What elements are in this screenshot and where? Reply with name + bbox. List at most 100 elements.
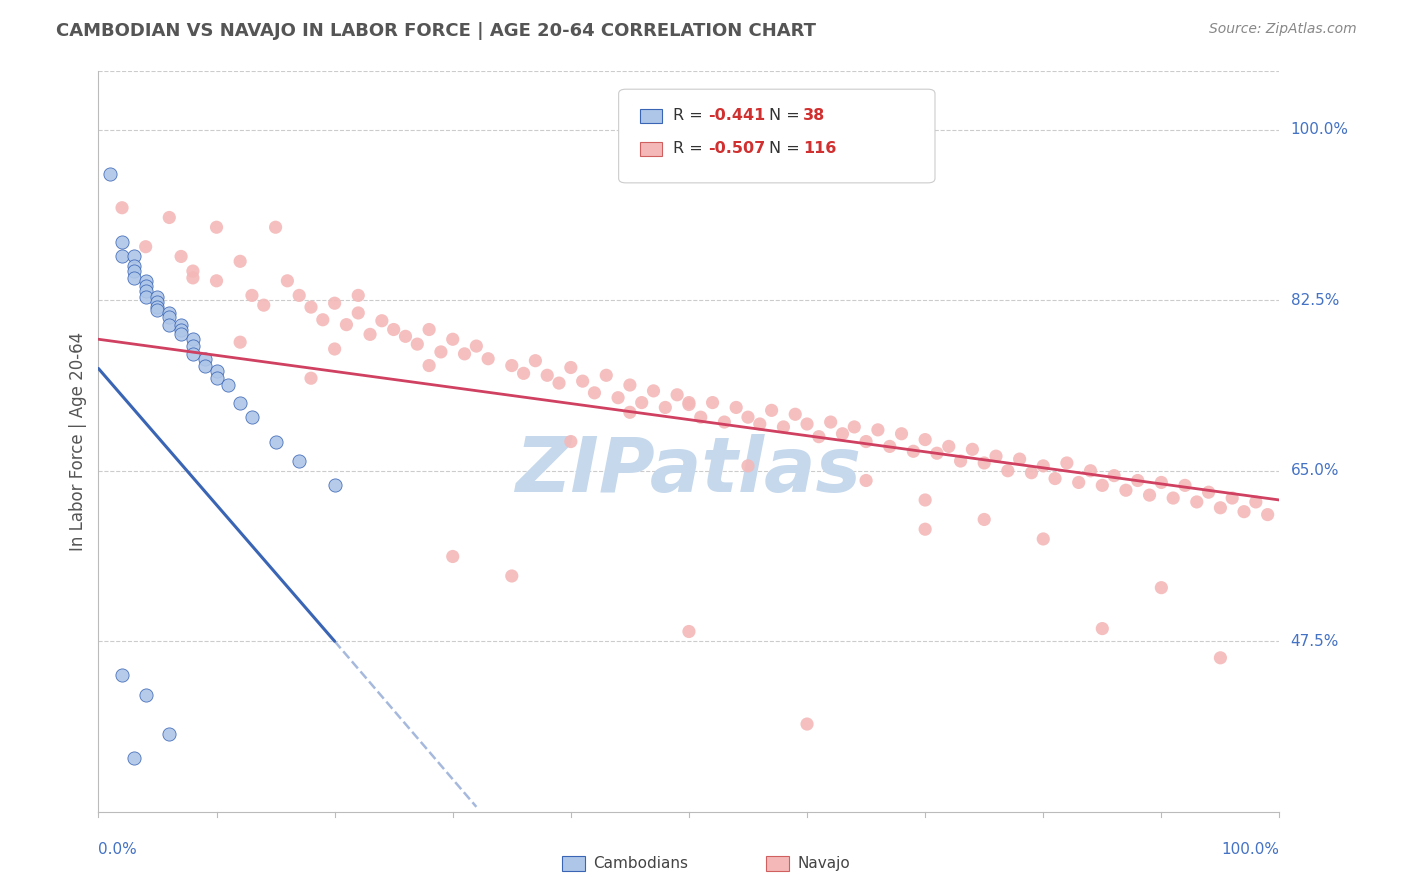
Point [347, 288, 370, 302]
Point [430, 345, 453, 359]
Point [844, 420, 866, 434]
Point [264, 434, 287, 449]
Point [1091, 478, 1114, 492]
Point [359, 327, 381, 342]
Point [205, 371, 228, 385]
Point [619, 378, 641, 392]
Point [997, 464, 1019, 478]
Point [689, 410, 711, 425]
Point [501, 359, 523, 373]
Point [323, 342, 346, 356]
Text: 100.0%: 100.0% [1291, 122, 1348, 137]
Point [524, 353, 547, 368]
Point [1139, 488, 1161, 502]
Point [737, 410, 759, 425]
Point [312, 312, 335, 326]
Text: -0.441: -0.441 [709, 109, 766, 123]
Point [866, 423, 889, 437]
Point [240, 410, 263, 425]
Point [1032, 458, 1054, 473]
Text: CAMBODIAN VS NAVAJO IN LABOR FORCE | AGE 20-64 CORRELATION CHART: CAMBODIAN VS NAVAJO IN LABOR FORCE | AGE… [56, 22, 817, 40]
Point [785, 407, 807, 421]
Point [973, 512, 995, 526]
Point [382, 322, 405, 336]
Text: N =: N = [769, 109, 806, 123]
Point [1174, 478, 1197, 492]
Point [962, 442, 984, 457]
Point [914, 433, 936, 447]
Point [1115, 483, 1137, 498]
Point [560, 360, 582, 375]
Point [903, 444, 925, 458]
Point [807, 430, 830, 444]
Point [111, 235, 134, 249]
Point [1150, 581, 1173, 595]
Point [453, 347, 475, 361]
Text: 0.0%: 0.0% [98, 842, 138, 857]
Point [157, 727, 180, 741]
Point [135, 274, 157, 288]
Point [855, 434, 877, 449]
Text: ZIPatlas: ZIPatlas [516, 434, 862, 508]
Point [299, 300, 322, 314]
Point [264, 220, 287, 235]
Point [678, 624, 700, 639]
Point [630, 395, 652, 409]
Point [925, 446, 948, 460]
Point [347, 306, 370, 320]
Point [713, 415, 735, 429]
Point [583, 385, 606, 400]
Y-axis label: In Labor Force | Age 20-64: In Labor Force | Age 20-64 [69, 332, 87, 551]
Point [1008, 452, 1031, 467]
Point [501, 569, 523, 583]
Point [761, 403, 783, 417]
Point [1126, 474, 1149, 488]
Point [1021, 466, 1043, 480]
Point [1209, 650, 1232, 665]
Text: Navajo: Navajo [797, 856, 851, 871]
Point [406, 337, 429, 351]
Point [122, 259, 145, 273]
Text: 38: 38 [803, 109, 825, 123]
Point [796, 717, 818, 731]
Point [98, 167, 121, 181]
Point [1056, 456, 1078, 470]
Point [335, 318, 357, 332]
Point [890, 426, 912, 441]
Point [973, 456, 995, 470]
Point [418, 359, 440, 373]
Point [1244, 495, 1267, 509]
Point [170, 250, 193, 264]
Point [157, 310, 180, 324]
Point [170, 327, 193, 342]
Point [111, 201, 134, 215]
Text: 100.0%: 100.0% [1222, 842, 1279, 857]
Point [181, 339, 204, 353]
Point [122, 264, 145, 278]
Point [702, 395, 724, 409]
Text: 116: 116 [803, 142, 837, 156]
Point [737, 458, 759, 473]
Point [323, 478, 346, 492]
Point [111, 250, 134, 264]
Point [194, 359, 217, 373]
Point [1091, 622, 1114, 636]
Point [135, 278, 157, 293]
Point [607, 391, 630, 405]
Point [725, 401, 748, 415]
Point [288, 288, 311, 302]
Point [205, 220, 228, 235]
Point [879, 439, 901, 453]
Point [194, 351, 217, 366]
Text: 65.0%: 65.0% [1291, 463, 1339, 478]
Point [914, 522, 936, 536]
Point [135, 240, 157, 254]
Point [1257, 508, 1279, 522]
Point [170, 322, 193, 336]
Point [796, 417, 818, 431]
Point [984, 449, 1007, 463]
Point [1067, 475, 1090, 490]
Point [181, 332, 204, 346]
Point [135, 688, 157, 702]
Point [666, 388, 689, 402]
